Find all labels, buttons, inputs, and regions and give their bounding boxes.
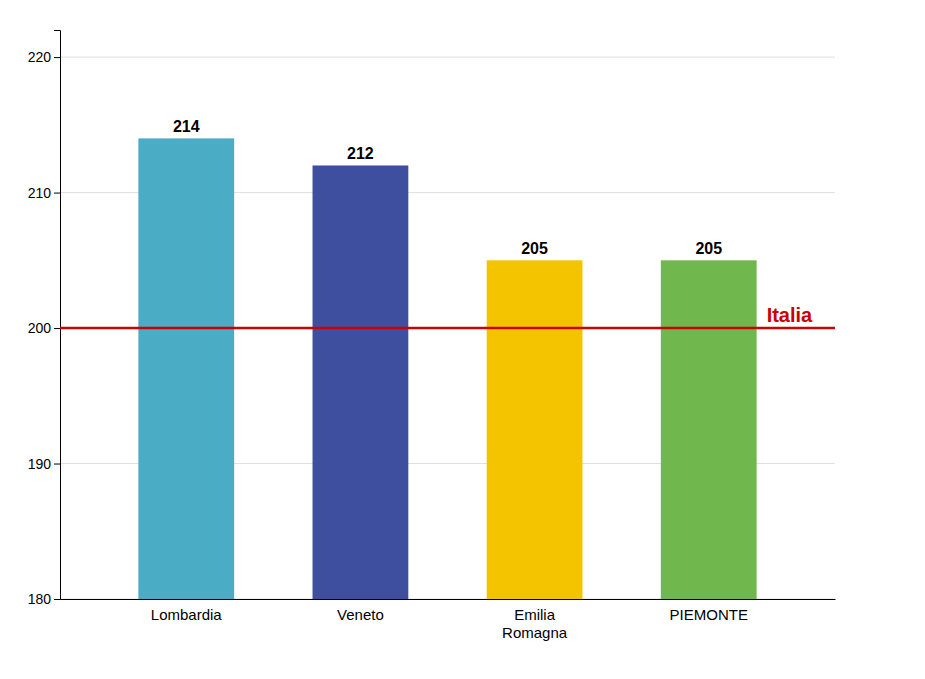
bar [487,260,583,599]
x-tick-label: Lombardia [151,606,223,623]
x-tick: Lombardia [151,599,223,623]
y-tick: 190 [28,456,60,472]
x-tick-label: PIEMONTE [670,606,748,623]
x-tick-label-line: Romagna [502,624,568,641]
reference-label: Italia [767,304,813,326]
y-tick: 220 [28,49,60,65]
x-tick: EmiliaRomagna [502,599,568,641]
y-tick: 210 [28,185,60,201]
x-tick-label-line: Veneto [337,606,384,623]
chart: 180 190 200 210 220 Lombardia Veneto EmiliaRoma… [0,0,925,679]
y-tick-label: 180 [28,591,52,607]
data-label: 212 [347,145,374,162]
reference-line [60,327,835,330]
y-tick-mark [54,193,60,194]
bar [138,138,234,599]
x-tick-label-line: Emilia [514,606,555,623]
y-tick-label: 200 [28,320,52,336]
x-tick: Veneto [337,599,384,623]
y-tick-label: 190 [28,456,52,472]
y-tick-mark [54,328,60,329]
bar [313,165,409,599]
grid [60,57,835,599]
y-axis: 180 190 200 210 220 [28,31,61,607]
y-axis-line [54,31,61,600]
grid-line [60,57,835,58]
data-labels: 214 212 205 205 [173,118,722,257]
marks [60,138,835,599]
data-label: 205 [695,240,722,257]
x-tick-label: Veneto [337,606,384,623]
y-tick-mark [54,57,60,58]
x-axis-line [61,599,836,600]
x-tick-label-line: Lombardia [151,606,223,623]
y-tick: 200 [28,320,60,336]
x-tick-label-line: PIEMONTE [670,606,748,623]
x-tick-label: EmiliaRomagna [502,606,568,641]
x-axis: Lombardia Veneto EmiliaRomagna PIEMONTE [61,599,836,641]
data-label: 205 [521,240,548,257]
y-tick-label: 220 [28,49,52,65]
x-tick: PIEMONTE [670,599,748,623]
bar [661,260,757,599]
grid-line [60,328,835,329]
data-label: 214 [173,118,200,135]
y-tick-label: 210 [28,185,52,201]
y-tick: 180 [28,591,60,607]
plot: 180 190 200 210 220 Lombardia Veneto EmiliaRoma… [28,31,836,641]
y-tick-mark [54,599,60,600]
y-tick-mark [54,464,60,465]
